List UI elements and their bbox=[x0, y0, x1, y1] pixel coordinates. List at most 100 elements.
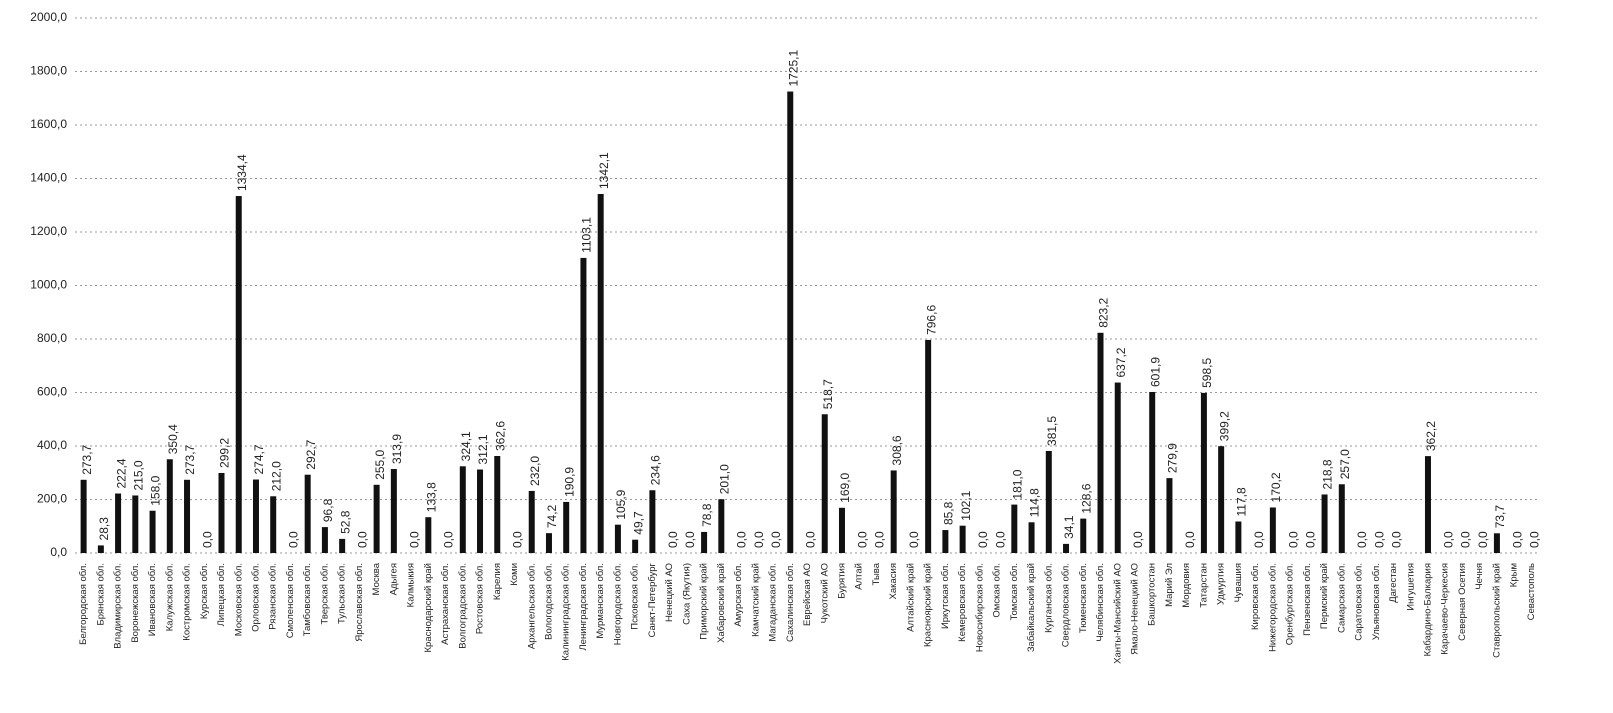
x-tick-label: Краснодарский край bbox=[423, 563, 434, 652]
value-label: 0,0 bbox=[1286, 531, 1300, 548]
bar bbox=[373, 484, 380, 553]
x-tick-label: Волгоградская обл. bbox=[457, 563, 468, 649]
x-tick-label: Белгородская обл. bbox=[78, 563, 89, 645]
value-label: 0,0 bbox=[1459, 531, 1473, 548]
value-label: 102,1 bbox=[959, 490, 973, 520]
x-tick-label: Приморский край bbox=[699, 563, 710, 640]
value-label: 0,0 bbox=[1252, 531, 1266, 548]
bar bbox=[545, 533, 552, 553]
value-label: 0,0 bbox=[1510, 531, 1524, 548]
x-tick-label: Оренбургская обл. bbox=[1285, 563, 1296, 645]
value-label: 212,0 bbox=[269, 461, 283, 491]
y-tick-label: 0,0 bbox=[50, 545, 67, 559]
value-label: 0,0 bbox=[287, 531, 301, 548]
x-tick-label: Омская обл. bbox=[992, 563, 1003, 618]
value-label: 234,6 bbox=[649, 455, 663, 485]
x-tick-label: Тыва bbox=[871, 562, 882, 585]
bar bbox=[649, 490, 656, 553]
value-label: 73,7 bbox=[1493, 505, 1507, 529]
bar bbox=[304, 474, 311, 553]
x-tick-label: Камчатский край bbox=[750, 563, 761, 637]
x-tick-label: Саратовская обл. bbox=[1354, 563, 1365, 641]
bar bbox=[390, 469, 397, 553]
x-tick-label: Тамбовская обл. bbox=[302, 563, 313, 636]
value-label: 299,2 bbox=[218, 438, 232, 468]
value-label: 312,1 bbox=[476, 434, 490, 464]
bar bbox=[563, 501, 570, 553]
bar bbox=[580, 257, 587, 553]
value-label: 0,0 bbox=[356, 531, 370, 548]
value-label: 518,7 bbox=[821, 379, 835, 409]
bar bbox=[115, 493, 122, 553]
bar bbox=[494, 456, 501, 553]
value-label: 274,7 bbox=[252, 444, 266, 474]
x-tick-label: Удмуртия bbox=[1216, 563, 1227, 605]
x-tick-label: Тюменская обл. bbox=[1078, 563, 1089, 633]
x-tick-label: Курганская обл. bbox=[1043, 563, 1054, 633]
x-tick-label: Татарстан bbox=[1198, 563, 1209, 608]
value-label: 1103,1 bbox=[580, 217, 594, 253]
x-tick-label: Владимирская обл. bbox=[113, 563, 124, 649]
value-label: 0,0 bbox=[407, 531, 421, 548]
value-label: 1342,1 bbox=[597, 152, 611, 189]
x-tick-label: Тульская обл. bbox=[337, 563, 348, 624]
value-label: 255,0 bbox=[373, 449, 387, 479]
bar bbox=[838, 507, 845, 553]
bar bbox=[252, 479, 259, 553]
x-tick-label: Липецкая обл. bbox=[216, 563, 227, 626]
value-label: 823,2 bbox=[1097, 297, 1111, 327]
value-label: 0,0 bbox=[993, 531, 1007, 548]
value-label: 0,0 bbox=[442, 531, 456, 548]
x-tick-label: Санкт-Петербург bbox=[647, 562, 658, 637]
bar bbox=[1045, 450, 1052, 553]
x-tick-label: Самарская обл. bbox=[1336, 563, 1347, 633]
x-tick-label: Кемеровская обл. bbox=[957, 563, 968, 642]
bar bbox=[339, 538, 346, 553]
bar bbox=[80, 479, 87, 553]
x-tick-label: Северная Осетия bbox=[1457, 563, 1468, 641]
value-label: 0,0 bbox=[666, 531, 680, 548]
value-label: 190,9 bbox=[562, 467, 576, 497]
value-label: 49,7 bbox=[631, 511, 645, 535]
x-tick-label: Московская обл. bbox=[233, 563, 244, 636]
value-label: 0,0 bbox=[1372, 531, 1386, 548]
x-tick-label: Ханты-Мансийский АО bbox=[1112, 563, 1123, 664]
x-tick-label: Хакасия bbox=[888, 563, 899, 599]
y-tick-label: 600,0 bbox=[37, 385, 67, 399]
x-tick-label: Нижегородская обл. bbox=[1267, 563, 1278, 652]
x-tick-label: Костромская обл. bbox=[182, 563, 193, 641]
y-tick-label: 1000,0 bbox=[30, 278, 67, 292]
value-label: 0,0 bbox=[683, 531, 697, 548]
x-tick-label: Рязанская обл. bbox=[268, 563, 279, 630]
value-label: 796,6 bbox=[924, 305, 938, 335]
value-label: 34,1 bbox=[1062, 515, 1076, 539]
x-tick-label: Вологодская обл. bbox=[543, 563, 554, 640]
x-tick-label: Новгородская обл. bbox=[612, 563, 623, 645]
x-tick-label: Саха (Якутия) bbox=[681, 563, 692, 625]
value-label: 362,6 bbox=[493, 421, 507, 451]
x-tick-label: Ростовская обл. bbox=[475, 563, 486, 634]
value-label: 0,0 bbox=[735, 531, 749, 548]
value-label: 0,0 bbox=[1131, 531, 1145, 548]
value-label: 0,0 bbox=[1183, 531, 1197, 548]
bar bbox=[1493, 533, 1500, 553]
y-tick-label: 400,0 bbox=[37, 438, 67, 452]
value-label: 273,7 bbox=[80, 444, 94, 474]
x-tick-label: Бурятия bbox=[836, 563, 847, 599]
value-label: 308,6 bbox=[890, 435, 904, 465]
x-tick-label: Амурская обл. bbox=[733, 563, 744, 627]
value-label: 0,0 bbox=[976, 531, 990, 548]
value-label: 362,2 bbox=[1424, 421, 1438, 451]
value-label: 0,0 bbox=[511, 531, 525, 548]
value-label: 218,8 bbox=[1321, 459, 1335, 489]
x-tick-label: Алтай bbox=[854, 563, 865, 590]
value-label: 78,8 bbox=[700, 503, 714, 527]
value-label: 0,0 bbox=[1303, 531, 1317, 548]
value-label: 637,2 bbox=[1114, 347, 1128, 377]
x-tick-label: Астраханская обл. bbox=[440, 563, 451, 645]
bar bbox=[959, 525, 966, 553]
value-label: 0,0 bbox=[855, 531, 869, 548]
bar bbox=[597, 193, 604, 553]
value-label: 0,0 bbox=[200, 531, 214, 548]
